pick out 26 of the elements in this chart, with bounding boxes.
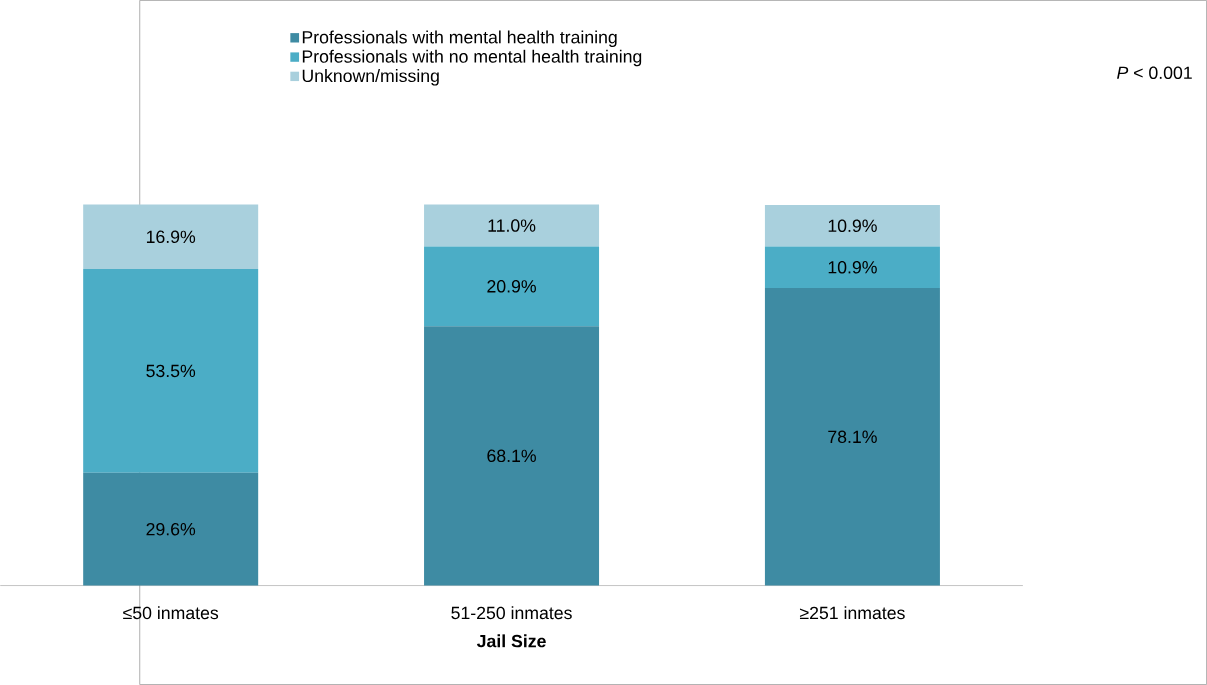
bar bbox=[764, 246, 940, 289]
bar bbox=[764, 204, 940, 247]
bar bbox=[424, 204, 600, 247]
x-tick-label: ≤50 inmates bbox=[123, 606, 219, 620]
bar bbox=[83, 268, 259, 473]
data-label: 16.9% bbox=[146, 230, 196, 244]
data-label: 10.9% bbox=[828, 261, 877, 274]
x-tick-label: 51-250 inmates bbox=[451, 606, 572, 620]
legend-label: Unknown/missing bbox=[302, 69, 439, 86]
bar bbox=[83, 472, 259, 586]
legend-label: Professionals with mental health training bbox=[302, 30, 617, 47]
bar bbox=[764, 288, 940, 586]
text: P < 0.001 bbox=[1117, 66, 1192, 79]
legend-label: Professionals with no mental health training bbox=[302, 49, 642, 67]
data-label: 29.6% bbox=[146, 522, 196, 536]
data-label: 78.1% bbox=[828, 430, 877, 444]
bar bbox=[424, 326, 600, 586]
x-tick-label: ≥251 inmates bbox=[799, 606, 905, 620]
x-axis-title: Jail Size bbox=[476, 634, 546, 648]
data-label: 11.0% bbox=[488, 219, 536, 232]
data-label: 53.5% bbox=[146, 364, 196, 378]
data-label: 10.9% bbox=[828, 219, 877, 232]
data-label: 20.9% bbox=[487, 280, 536, 293]
data-label: 68.1% bbox=[487, 449, 536, 463]
bar bbox=[424, 246, 600, 327]
bar bbox=[83, 204, 259, 269]
